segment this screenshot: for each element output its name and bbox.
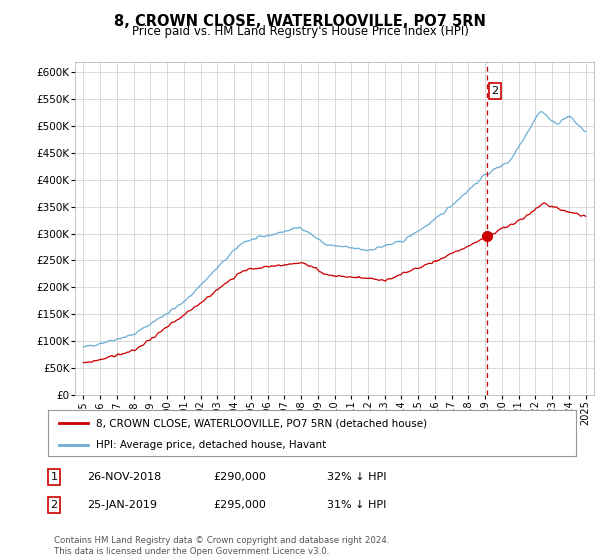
Text: 32% ↓ HPI: 32% ↓ HPI (327, 472, 386, 482)
Text: 8, CROWN CLOSE, WATERLOOVILLE, PO7 5RN (detached house): 8, CROWN CLOSE, WATERLOOVILLE, PO7 5RN (… (95, 418, 427, 428)
Text: Price paid vs. HM Land Registry's House Price Index (HPI): Price paid vs. HM Land Registry's House … (131, 25, 469, 38)
Text: 1: 1 (50, 472, 58, 482)
Text: 25-JAN-2019: 25-JAN-2019 (87, 500, 157, 510)
Text: 2: 2 (50, 500, 58, 510)
Text: £295,000: £295,000 (213, 500, 266, 510)
Text: 8, CROWN CLOSE, WATERLOOVILLE, PO7 5RN: 8, CROWN CLOSE, WATERLOOVILLE, PO7 5RN (114, 14, 486, 29)
Text: Contains HM Land Registry data © Crown copyright and database right 2024.
This d: Contains HM Land Registry data © Crown c… (54, 536, 389, 556)
Text: HPI: Average price, detached house, Havant: HPI: Average price, detached house, Hava… (95, 440, 326, 450)
Text: £290,000: £290,000 (213, 472, 266, 482)
Text: 31% ↓ HPI: 31% ↓ HPI (327, 500, 386, 510)
Text: 2: 2 (491, 86, 499, 96)
Text: 26-NOV-2018: 26-NOV-2018 (87, 472, 161, 482)
